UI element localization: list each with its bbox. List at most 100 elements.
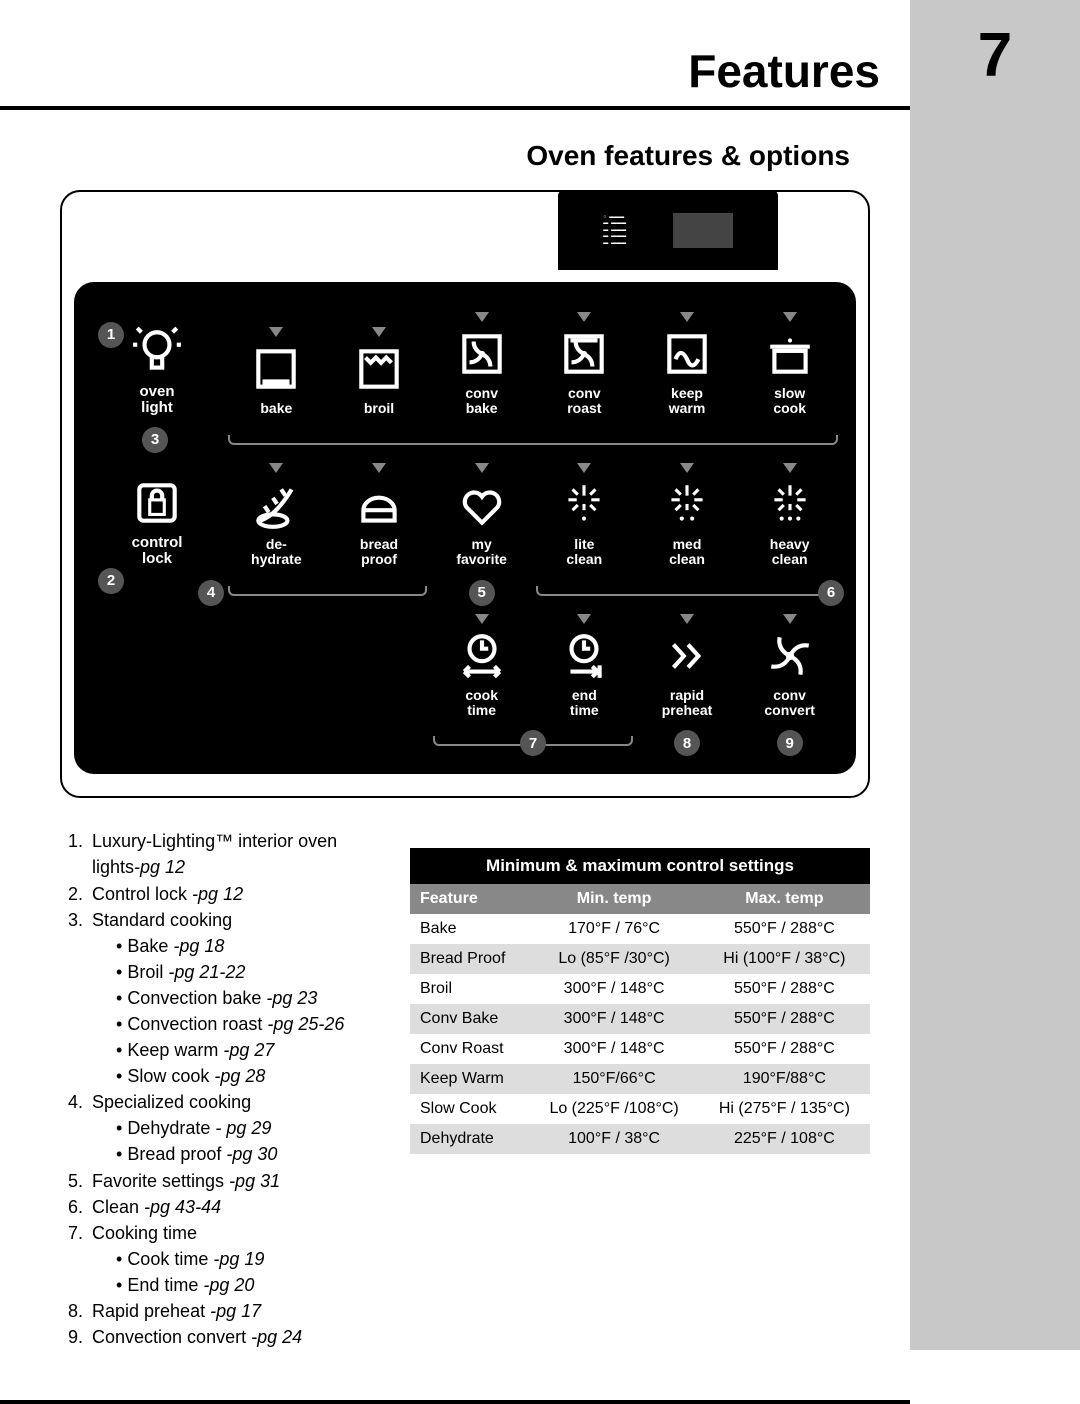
table-row: Bread ProofLo (85°F /30°C)Hi (100°F / 38… [410, 944, 870, 974]
callout-2: 2 [98, 568, 124, 594]
settings-table-wrap: Minimum & maximum control settings Featu… [410, 848, 870, 1154]
table-row: Broil300°F / 148°C550°F / 288°C [410, 974, 870, 1004]
feature-index-list: Luxury-Lighting™ interior oven lights-pg… [60, 828, 380, 1350]
feature-item-3: Standard cookingBake -pg 18Broil -pg 21-… [88, 907, 380, 1090]
lite-clean-icon [558, 479, 610, 531]
bake-icon [250, 343, 302, 395]
row2-brace-b [536, 586, 838, 596]
table-cell: 300°F / 148°C [529, 1004, 698, 1034]
feature-item-2: Control lock -pg 12 [88, 881, 380, 907]
table-cell: Conv Roast [410, 1034, 529, 1064]
table-cell: Hi (100°F / 38°C) [699, 944, 870, 974]
indicator-triangle [475, 312, 489, 322]
table-cell: Dehydrate [410, 1124, 529, 1154]
rapid-preheat-label: rapid preheat [662, 688, 713, 719]
dehydrate-label: de- hydrate [251, 537, 302, 568]
end-time-label: end time [570, 688, 599, 719]
table-cell: 170°F / 76°C [529, 914, 698, 944]
row2-brace-a [228, 586, 427, 596]
indicator-triangle [269, 327, 283, 337]
table-cell: 550°F / 288°C [699, 1004, 870, 1034]
table-cell: Broil [410, 974, 529, 1004]
table-cell: 150°F/66°C [529, 1064, 698, 1094]
panel-btn-broil: broil [331, 327, 428, 416]
page-header: Features 7 [0, 0, 1080, 110]
cook-time-icon [456, 630, 508, 682]
my-favorite-label: my favorite [456, 537, 507, 568]
oven-display: ○ ▬▬▬ ▬ ▬▬▬ ▬ ▬▬▬ ▬ ▬▬▬ ▬ ▬▬▬ [558, 190, 778, 270]
indicator-triangle [680, 312, 694, 322]
indicator-triangle [269, 463, 283, 473]
my-favorite-icon [456, 479, 508, 531]
indicator-triangle [577, 312, 591, 322]
feature-subitem: Keep warm -pg 27 [92, 1037, 380, 1063]
conv-bake-label: conv bake [465, 386, 498, 417]
panel-btn-rapid-preheat: rapid preheat [639, 614, 736, 719]
panel-btn-end-time: end time [536, 614, 633, 719]
feature-item-1: Luxury-Lighting™ interior oven lights-pg… [88, 828, 380, 880]
callout-8: 8 [674, 730, 700, 756]
indicator-triangle [680, 614, 694, 624]
control-lock-label: control lock [132, 535, 183, 568]
callout-1: 1 [98, 322, 124, 348]
rapid-preheat-icon [661, 630, 713, 682]
panel-btn-oven-light: oven light1 [92, 326, 222, 417]
feature-item-6: Clean -pg 43-44 [88, 1194, 380, 1220]
feature-item-4: Specialized cookingDehydrate - pg 29Brea… [88, 1089, 380, 1167]
indicator-triangle [475, 614, 489, 624]
table-cell: 550°F / 288°C [699, 974, 870, 1004]
heavy-clean-icon [764, 479, 816, 531]
bread-proof-icon [353, 479, 405, 531]
keep-warm-icon [661, 328, 713, 380]
table-title: Minimum & maximum control settings [410, 848, 870, 884]
indicator-triangle [475, 463, 489, 473]
callout-7: 7 [520, 730, 546, 756]
med-clean-label: med clean [669, 537, 705, 568]
oven-light-icon [131, 326, 183, 378]
panel-btn-heavy-clean: heavy clean [741, 463, 838, 568]
indicator-triangle [783, 463, 797, 473]
table-cell: 300°F / 148°C [529, 974, 698, 1004]
conv-roast-icon [558, 328, 610, 380]
table-row: Conv Bake300°F / 148°C550°F / 288°C [410, 1004, 870, 1034]
bread-proof-label: bread proof [360, 537, 398, 568]
table-cell: 550°F / 288°C [699, 1034, 870, 1064]
page-number: 7 [910, 0, 1080, 110]
header-left: Features [0, 0, 910, 110]
feature-item-5: Favorite settings -pg 31 [88, 1168, 380, 1194]
feature-item-9: Convection convert -pg 24 [88, 1324, 380, 1350]
panel-btn-med-clean: med clean [639, 463, 736, 568]
table-cell: 225°F / 108°C [699, 1124, 870, 1154]
feature-item-7: Cooking timeCook time -pg 19End time -pg… [88, 1220, 380, 1298]
panel-btn-conv-convert: conv convert [741, 614, 838, 719]
end-time-icon [558, 630, 610, 682]
table-cell: Lo (85°F /30°C) [529, 944, 698, 974]
callout-4: 4 [198, 580, 224, 606]
indicator-triangle [577, 463, 591, 473]
table-cell: Hi (275°F / 135°C) [699, 1094, 870, 1124]
settings-table: FeatureMin. tempMax. temp Bake170°F / 76… [410, 884, 870, 1154]
panel-btn-control-lock: control lock [92, 477, 222, 568]
indicator-triangle [577, 614, 591, 624]
table-cell: Slow Cook [410, 1094, 529, 1124]
table-header: Feature [410, 884, 529, 914]
conv-convert-label: conv convert [764, 688, 815, 719]
panel-btn-bread-proof: bread proof [331, 463, 428, 568]
feature-subitem: End time -pg 20 [92, 1272, 380, 1298]
feature-subitem: Bake -pg 18 [92, 933, 380, 959]
feature-subitem: Bread proof -pg 30 [92, 1141, 380, 1167]
table-cell: 190°F/88°C [699, 1064, 870, 1094]
panel-btn-lite-clean: lite clean [536, 463, 633, 568]
callout-6: 6 [818, 580, 844, 606]
keep-warm-label: keep warm [669, 386, 706, 417]
panel-btn-my-favorite: my favorite [433, 463, 530, 568]
table-header: Min. temp [529, 884, 698, 914]
broil-icon [353, 343, 405, 395]
feature-subitem: Cook time -pg 19 [92, 1246, 380, 1272]
slow-cook-icon [764, 328, 816, 380]
section-subtitle: Oven features & options [60, 140, 870, 172]
table-cell: Bake [410, 914, 529, 944]
panel-btn-cook-time: cook time [433, 614, 530, 719]
table-cell: Conv Bake [410, 1004, 529, 1034]
panel-btn-conv-roast: conv roast [536, 312, 633, 417]
